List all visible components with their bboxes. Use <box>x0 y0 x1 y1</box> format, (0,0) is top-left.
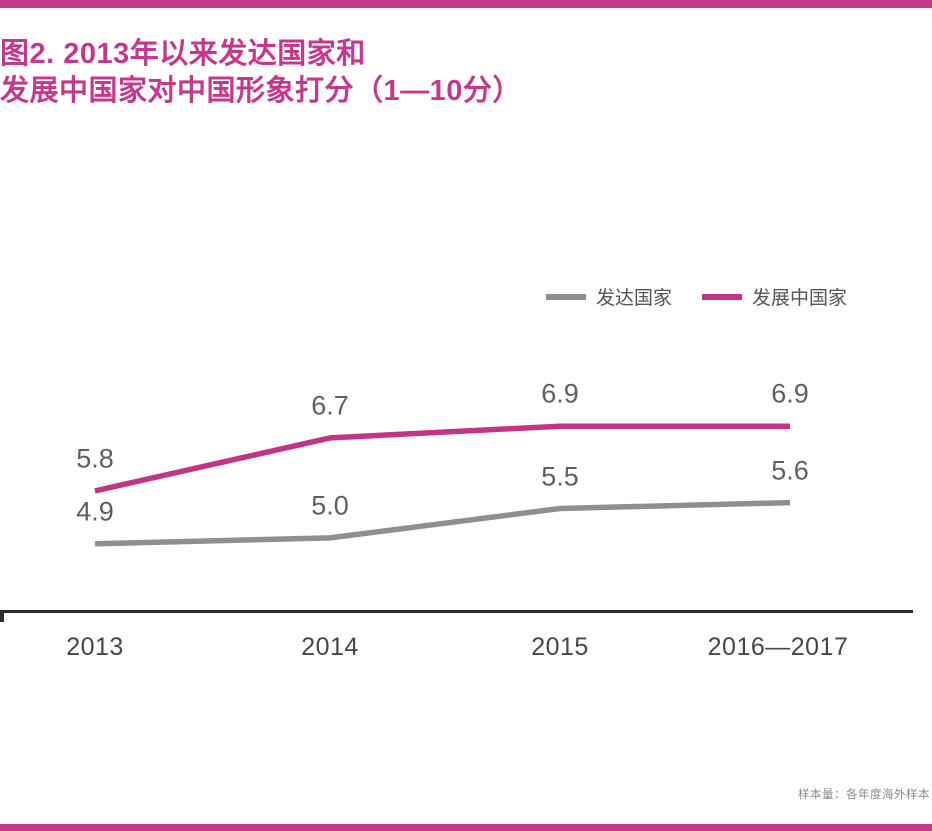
x-axis-tick-label: 2014 <box>301 633 359 661</box>
data-point-label: 5.8 <box>76 443 114 474</box>
top-accent-bar <box>0 0 932 8</box>
series-line <box>94 423 790 494</box>
legend-swatch-icon <box>702 293 743 300</box>
data-point-label: 4.9 <box>76 496 114 527</box>
data-point-label: 5.5 <box>541 461 579 492</box>
data-point-label: 6.7 <box>311 390 349 421</box>
series-line <box>94 499 791 547</box>
legend-label: 发展中国家 <box>752 288 848 309</box>
data-point-label: 6.9 <box>541 378 579 409</box>
x-axis-tick-label: 2013 <box>66 633 124 661</box>
chart-title-line1: 图2. 2013年以来发达国家和 <box>0 38 366 70</box>
chart-legend: 发达国家 发展中国家 <box>546 283 847 310</box>
x-axis-tick-label: 2016—2017 <box>707 633 849 661</box>
footnote-sample-note: 样本量：各年度海外样本 <box>798 789 930 801</box>
chart-title: 图2. 2013年以来发达国家和 发展中国家对中国形象打分（1—10分） <box>0 36 522 110</box>
data-point-label: 6.9 <box>771 378 809 409</box>
bottom-accent-bar <box>0 824 932 831</box>
x-axis-tick-label: 2015 <box>531 633 589 661</box>
legend-item-0: 发达国家 <box>546 283 672 310</box>
x-axis-tick <box>0 613 4 622</box>
legend-item-1: 发展中国家 <box>702 283 847 310</box>
x-axis-line <box>0 610 913 613</box>
data-point-label: 5.0 <box>311 490 349 521</box>
legend-label: 发达国家 <box>596 288 673 309</box>
chart-title-line2: 发展中国家对中国形象打分（1—10分） <box>0 75 522 107</box>
legend-swatch-icon <box>546 293 586 300</box>
data-point-label: 5.6 <box>771 455 809 486</box>
